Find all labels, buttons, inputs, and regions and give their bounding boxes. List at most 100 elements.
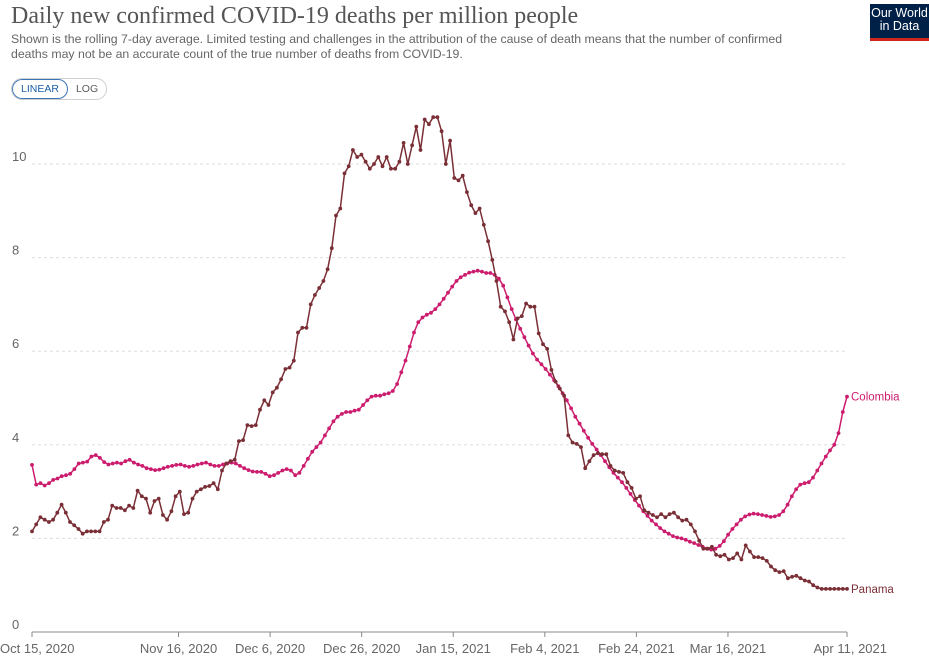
data-point [106, 517, 110, 522]
data-point [115, 460, 119, 465]
data-point [794, 487, 798, 492]
data-point [296, 330, 300, 335]
data-point [380, 164, 385, 169]
data-point [629, 486, 634, 490]
data-point [373, 393, 378, 398]
data-point [356, 407, 361, 412]
owid-logo[interactable]: Our World in Data [870, 4, 929, 41]
data-point [407, 344, 412, 349]
data-point [157, 467, 162, 472]
data-point [136, 462, 141, 467]
data-point [93, 453, 98, 457]
data-point [191, 464, 196, 468]
data-point [232, 457, 237, 462]
data-point [577, 421, 582, 426]
data-point [47, 520, 51, 524]
data-point [351, 148, 355, 152]
data-point [819, 587, 824, 591]
data-point [564, 398, 569, 403]
y-tick-label: 0 [12, 617, 19, 632]
data-point [38, 515, 43, 520]
data-point [144, 496, 148, 501]
data-point [802, 481, 807, 486]
data-point [624, 486, 629, 490]
data-point [106, 462, 111, 467]
log-scale-button[interactable]: LOG [75, 83, 99, 95]
data-point [359, 152, 364, 157]
data-point [764, 514, 769, 518]
y-tick-label: 10 [12, 149, 26, 164]
data-point [59, 502, 64, 507]
data-point [469, 203, 474, 208]
data-point [441, 296, 446, 301]
data-point [581, 428, 586, 433]
data-point [748, 549, 752, 554]
data-point [182, 512, 186, 516]
data-point [718, 554, 723, 559]
data-point [522, 335, 527, 340]
data-point [300, 325, 305, 330]
data-point [507, 320, 512, 325]
data-point [156, 496, 161, 501]
data-point [798, 576, 803, 581]
x-axis: Oct 15, 2020 Nov 16, 2020 Dec 6, 2020 Dec 2… [0, 631, 887, 656]
data-point [297, 471, 302, 475]
data-point [30, 529, 34, 534]
data-point [148, 510, 153, 515]
data-point [338, 206, 343, 211]
data-point [170, 464, 175, 468]
data-point [76, 527, 81, 531]
data-point [739, 517, 743, 522]
data-point [764, 559, 769, 563]
data-point [569, 406, 573, 411]
data-point [590, 442, 595, 446]
data-point [216, 464, 221, 468]
data-point [475, 268, 480, 273]
data-point [127, 457, 132, 462]
data-point [638, 494, 642, 499]
data-point [207, 484, 212, 488]
data-point [283, 367, 288, 371]
data-point [832, 442, 837, 447]
data-point [790, 574, 794, 579]
data-point [365, 398, 370, 403]
data-point [173, 494, 178, 499]
data-point [68, 520, 72, 524]
data-point [439, 129, 444, 134]
data-point [85, 529, 89, 534]
data-point [329, 246, 334, 251]
data-point [658, 526, 663, 530]
data-point [424, 312, 429, 317]
data-point [140, 464, 145, 468]
data-point [386, 391, 391, 396]
data-point [131, 506, 136, 510]
data-point [165, 517, 170, 522]
data-point [769, 564, 773, 569]
data-point [212, 464, 217, 468]
data-point [450, 284, 455, 289]
data-point [452, 176, 457, 180]
data-point [625, 480, 630, 485]
data-point [684, 517, 689, 522]
data-point [511, 337, 516, 342]
linear-scale-button[interactable]: LINEAR [12, 79, 68, 99]
data-point [815, 585, 820, 590]
data-point [64, 473, 68, 478]
data-point [460, 173, 465, 178]
series-label-panama: Panama [851, 584, 894, 596]
data-point [781, 509, 786, 514]
data-point [249, 424, 254, 428]
data-point [731, 556, 735, 560]
data-point [751, 511, 756, 516]
data-point [314, 445, 319, 449]
data-point [806, 480, 811, 485]
data-point [378, 393, 382, 398]
x-tick-label: Mar 16, 2021 [690, 641, 767, 656]
data-point [752, 555, 756, 559]
logo-accent-bar [870, 38, 929, 41]
data-point [735, 551, 740, 556]
data-point [334, 213, 338, 218]
data-point [190, 496, 195, 501]
scale-toggle: LINEAR LOG [11, 78, 108, 100]
